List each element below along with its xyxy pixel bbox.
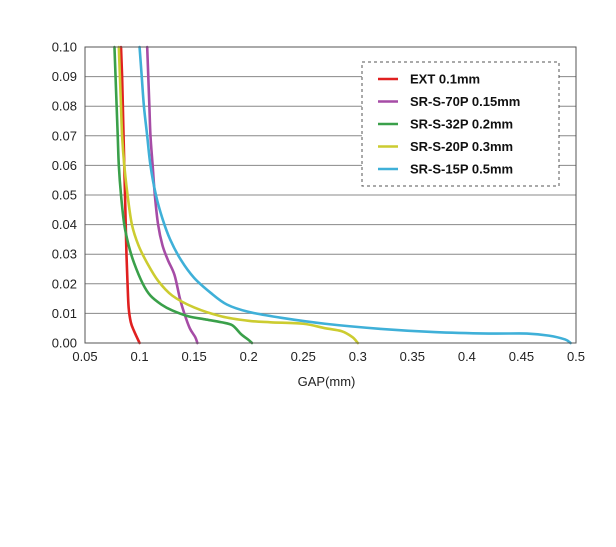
legend-item: SR-S-20P 0.3mm <box>378 139 513 154</box>
x-tick-label: 0.4 <box>458 349 476 364</box>
y-tick-label: 0.08 <box>52 99 77 114</box>
y-tick-label: 0.07 <box>52 128 77 143</box>
x-tick-label: 0.5 <box>567 349 585 364</box>
x-axis-tick-labels: 0.05 0.1 0.15 0.2 0.25 0.3 0.35 0.4 0.45 0.5 <box>72 349 585 364</box>
series-lines <box>113 45 572 345</box>
y-tick-label: 0.00 <box>52 336 77 351</box>
x-tick-label: 0.2 <box>240 349 258 364</box>
y-tick-label: 0.06 <box>52 158 77 173</box>
legend-item: SR-S-15P 0.5mm <box>378 162 513 177</box>
legend-item: SR-S-70P 0.15mm <box>378 94 520 109</box>
legend-label: EXT 0.1mm <box>410 72 480 87</box>
legend-label: SR-S-32P 0.2mm <box>410 117 513 132</box>
legend-items: EXT 0.1mm SR-S-70P 0.15mm SR-S-32P 0.2mm SR… <box>378 72 520 177</box>
plot-frame <box>84 46 577 344</box>
legend-label: SR-S-20P 0.3mm <box>410 139 513 154</box>
x-tick-label: 0.3 <box>349 349 367 364</box>
y-tick-label: 0.09 <box>52 69 77 84</box>
x-tick-label: 0.45 <box>509 349 534 364</box>
x-tick-label: 0.25 <box>291 349 316 364</box>
series-line-1 <box>145 45 199 345</box>
legend: EXT 0.1mm SR-S-70P 0.15mm SR-S-32P 0.2mm SR… <box>361 61 560 187</box>
y-tick-label: 0.10 <box>52 40 77 55</box>
legend-item: EXT 0.1mm <box>378 72 480 87</box>
series-line-4 <box>138 45 572 345</box>
y-axis-tick-labels: 0.00 0.01 0.02 0.03 0.04 0.05 0.06 0.07 0.08 0.09… <box>52 40 77 351</box>
x-tick-label: 0.1 <box>131 349 149 364</box>
y-tick-label: 0.05 <box>52 188 77 203</box>
y-tick-label: 0.02 <box>52 276 77 291</box>
y-tick-label: 0.04 <box>52 217 77 232</box>
y-tick-label: 0.01 <box>52 306 77 321</box>
x-tick-label: 0.05 <box>72 349 97 364</box>
y-tick-label: 0.03 <box>52 247 77 262</box>
series-line-0 <box>119 45 141 345</box>
x-tick-label: 0.15 <box>181 349 206 364</box>
series-line-2 <box>113 45 254 345</box>
legend-item: SR-S-32P 0.2mm <box>378 117 513 132</box>
series-line-3 <box>117 45 360 345</box>
legend-label: SR-S-15P 0.5mm <box>410 162 513 177</box>
x-axis-label: GAP(mm) <box>298 374 356 389</box>
x-tick-label: 0.35 <box>400 349 425 364</box>
legend-label: SR-S-70P 0.15mm <box>410 94 520 109</box>
